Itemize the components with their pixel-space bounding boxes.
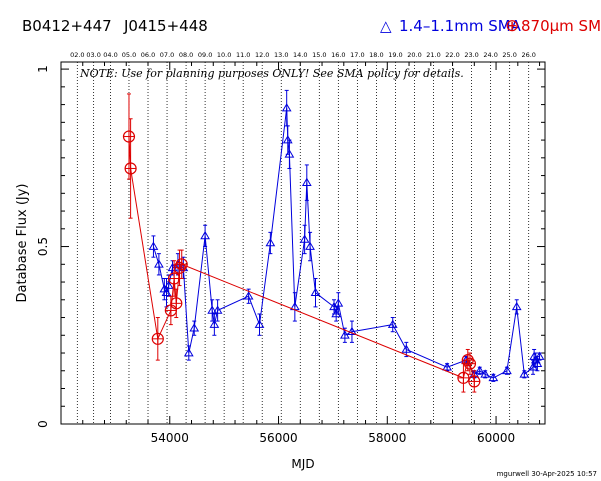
data-point [164, 304, 177, 317]
data-point [284, 149, 295, 158]
data-point [333, 298, 344, 307]
credit-footer: mgurwell 30-Apr-2025 10:57 [497, 470, 597, 478]
source-name: B0412+447 [22, 17, 112, 35]
top-axis-label: 02.0 [70, 51, 84, 59]
data-point [339, 330, 350, 339]
data-point [488, 372, 499, 382]
data-point [151, 332, 164, 345]
top-axis-label: 03.0 [86, 51, 100, 59]
top-axis-label: 15.0 [312, 51, 326, 59]
planning-note: NOTE: Use for planning purposes ONLY! Se… [79, 67, 464, 80]
data-point [305, 241, 315, 250]
data-point [148, 241, 159, 250]
data-point [207, 305, 218, 314]
top-axis-label: 26.0 [521, 51, 535, 59]
data-point [474, 365, 485, 375]
data-point [534, 351, 545, 360]
data-point [281, 103, 292, 112]
series-1p3mm [148, 89, 545, 382]
data-point [200, 230, 210, 240]
gridlines [76, 62, 530, 424]
data-point [189, 323, 200, 332]
x-tick-label: 54000 [151, 431, 189, 445]
data-point [480, 369, 491, 378]
data-point [209, 319, 220, 328]
data-point [163, 280, 174, 289]
top-axis-label: 10.0 [217, 51, 231, 59]
plot-frame [60, 61, 546, 425]
data-point [299, 234, 310, 243]
top-axis-label: 24.0 [483, 51, 497, 59]
data-point [532, 358, 543, 367]
data-point [457, 371, 470, 384]
data-point [519, 369, 530, 378]
data-point [170, 297, 183, 310]
top-axis-label: 11.0 [236, 51, 250, 59]
data-point [265, 238, 276, 247]
series-layer [122, 89, 545, 393]
data-point [502, 365, 512, 375]
top-axis-label: 22.0 [445, 51, 459, 59]
data-point [168, 272, 181, 285]
data-point [282, 135, 293, 144]
data-point [254, 319, 265, 328]
top-axis-label: 07.0 [160, 51, 174, 59]
top-axis-label: 25.0 [502, 51, 516, 59]
top-axis: 02.0 03.0 04.0 05.0 06.0 07.0 08.0 09.0 10.0 11.0… [70, 51, 536, 59]
top-axis-label: 09.0 [198, 51, 212, 59]
data-point [463, 357, 477, 370]
data-point [124, 162, 137, 175]
data-point [347, 326, 357, 336]
data-point [511, 301, 522, 311]
data-point [212, 305, 223, 314]
data-point [387, 319, 398, 328]
x-tick-label: 58000 [368, 431, 406, 445]
series-870um [122, 93, 481, 393]
top-axis-label: 18.0 [369, 51, 383, 59]
data-point [468, 375, 481, 388]
legend-blue-label: 1.4–1.1mm SMA [399, 17, 522, 35]
top-axis-label: 17.0 [350, 51, 364, 59]
top-axis-label: 16.0 [331, 51, 345, 59]
legend: △ 1.4–1.1mm SMA ⊕ 870μm SMA [380, 16, 601, 36]
x-axis: 54000 56000 58000 60000 [60, 62, 541, 445]
data-point [154, 259, 164, 268]
y-axis-label: Database Flux (Jy) [15, 184, 30, 303]
data-point [442, 362, 452, 371]
x-tick-label: 60000 [477, 431, 515, 445]
top-axis-label: 04.0 [103, 51, 117, 59]
y-tick-label: 0 [36, 420, 50, 428]
top-axis-label: 14.0 [293, 51, 307, 59]
data-point [310, 287, 321, 296]
data-point [175, 258, 188, 271]
x-axis-label: MJD [291, 457, 314, 471]
top-axis-label: 23.0 [464, 51, 478, 59]
x-tick-label: 56000 [259, 431, 297, 445]
top-axis-label: 06.0 [141, 51, 155, 59]
y-tick-label: 1 [36, 65, 50, 73]
top-axis-label: 13.0 [274, 51, 288, 59]
data-point [183, 348, 194, 357]
data-point [401, 344, 412, 353]
series-line [152, 108, 541, 379]
y-tick-label: 0.5 [36, 237, 50, 256]
data-point [122, 130, 136, 143]
top-axis-label: 12.0 [255, 51, 269, 59]
top-axis-label: 20.0 [407, 51, 421, 59]
alt-source-name: J0415+448 [123, 17, 208, 35]
top-axis-label: 19.0 [388, 51, 402, 59]
top-axis-label: 08.0 [179, 51, 193, 59]
legend-red-label: 870μm SMA [521, 17, 601, 35]
top-axis-label: 21.0 [426, 51, 440, 59]
legend-blue-symbol-icon: △ [380, 17, 392, 35]
legend-red-symbol-icon: ⊕ [505, 16, 519, 36]
y-axis: 00.51 [36, 65, 545, 428]
data-point [301, 177, 312, 186]
top-axis-label: 05.0 [122, 51, 136, 59]
data-point [243, 291, 254, 300]
